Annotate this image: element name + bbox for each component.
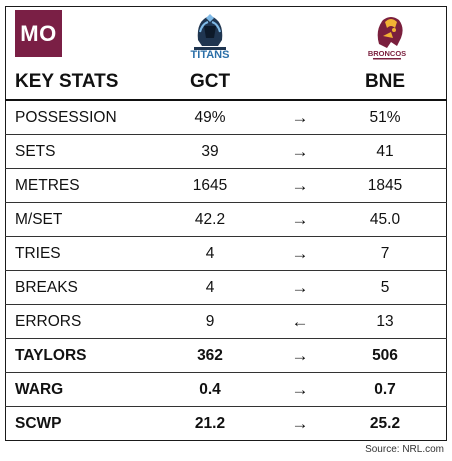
key-stats-heading: KEY STATS: [15, 71, 119, 92]
away-value: 51%: [369, 109, 401, 126]
stat-row: BREAKS 4 → 5: [5, 271, 447, 305]
arrow-icon: →: [291, 346, 309, 365]
home-team-abbr: GCT: [189, 71, 231, 92]
home-value: 9: [205, 313, 215, 330]
arrow-icon: →: [291, 176, 309, 195]
arrow-icon: →: [291, 244, 309, 263]
stat-label: TRIES: [15, 245, 61, 262]
home-value: 39: [201, 143, 219, 160]
titans-logo-icon: TITANS: [191, 14, 230, 61]
stat-row: POSSESSION 49% → 51%: [5, 101, 447, 135]
stat-label: METRES: [15, 177, 80, 194]
home-value: 21.2: [194, 415, 226, 432]
arrow-icon: →: [291, 210, 309, 229]
arrow-icon: ←: [291, 312, 309, 331]
stat-label: ERRORS: [15, 313, 82, 330]
home-value: 4: [205, 245, 215, 262]
home-value: 42.2: [194, 211, 226, 228]
svg-text:BRONCOS: BRONCOS: [368, 49, 406, 58]
svg-text:TITANS: TITANS: [191, 49, 230, 61]
stat-row: SETS 39 → 41: [5, 135, 447, 169]
away-value: 0.7: [374, 381, 396, 398]
stat-row: WARG 0.4 → 0.7: [5, 373, 447, 407]
stat-label: SETS: [15, 143, 56, 160]
header-divider: [5, 99, 447, 101]
stat-row: M/SET 42.2 → 45.0: [5, 203, 447, 237]
away-value: 45.0: [369, 211, 401, 228]
arrow-icon: →: [291, 108, 309, 127]
arrow-icon: →: [291, 142, 309, 161]
arrow-icon: →: [291, 380, 309, 399]
away-value: 13: [376, 313, 394, 330]
away-value: 25.2: [369, 415, 401, 432]
arrow-icon: →: [291, 414, 309, 433]
mo-badge: MO: [15, 10, 62, 57]
home-value: 49%: [194, 109, 226, 126]
home-value: 4: [205, 279, 215, 296]
away-value: 1845: [367, 177, 403, 194]
stat-label: WARG: [15, 381, 64, 398]
stat-row: TRIES 4 → 7: [5, 237, 447, 271]
stat-row: TAYLORS 362 → 506: [5, 339, 447, 373]
home-value: 0.4: [199, 381, 221, 398]
arrow-icon: →: [291, 278, 309, 297]
stat-row: ERRORS 9 ← 13: [5, 305, 447, 339]
stat-label: M/SET: [15, 211, 63, 228]
home-value: 362: [197, 347, 223, 364]
stats-rows: POSSESSION 49% → 51% SETS 39 → 41 METRES…: [5, 101, 447, 441]
home-value: 1645: [192, 177, 228, 194]
stat-label: SCWP: [15, 415, 62, 432]
stats-table-frame: [5, 6, 447, 441]
stat-label: TAYLORS: [15, 347, 87, 364]
away-team-abbr: BNE: [364, 71, 406, 92]
stat-label: POSSESSION: [15, 109, 117, 126]
stat-row: SCWP 21.2 → 25.2: [5, 407, 447, 441]
away-value: 7: [380, 245, 390, 262]
away-value: 41: [376, 143, 394, 160]
source-caption: Source: NRL.com: [365, 444, 444, 455]
away-value: 5: [380, 279, 390, 296]
broncos-logo-icon: BRONCOS: [368, 17, 406, 60]
stat-row: METRES 1645 → 1845: [5, 169, 447, 203]
away-value: 506: [372, 347, 398, 364]
stat-label: BREAKS: [15, 279, 78, 296]
